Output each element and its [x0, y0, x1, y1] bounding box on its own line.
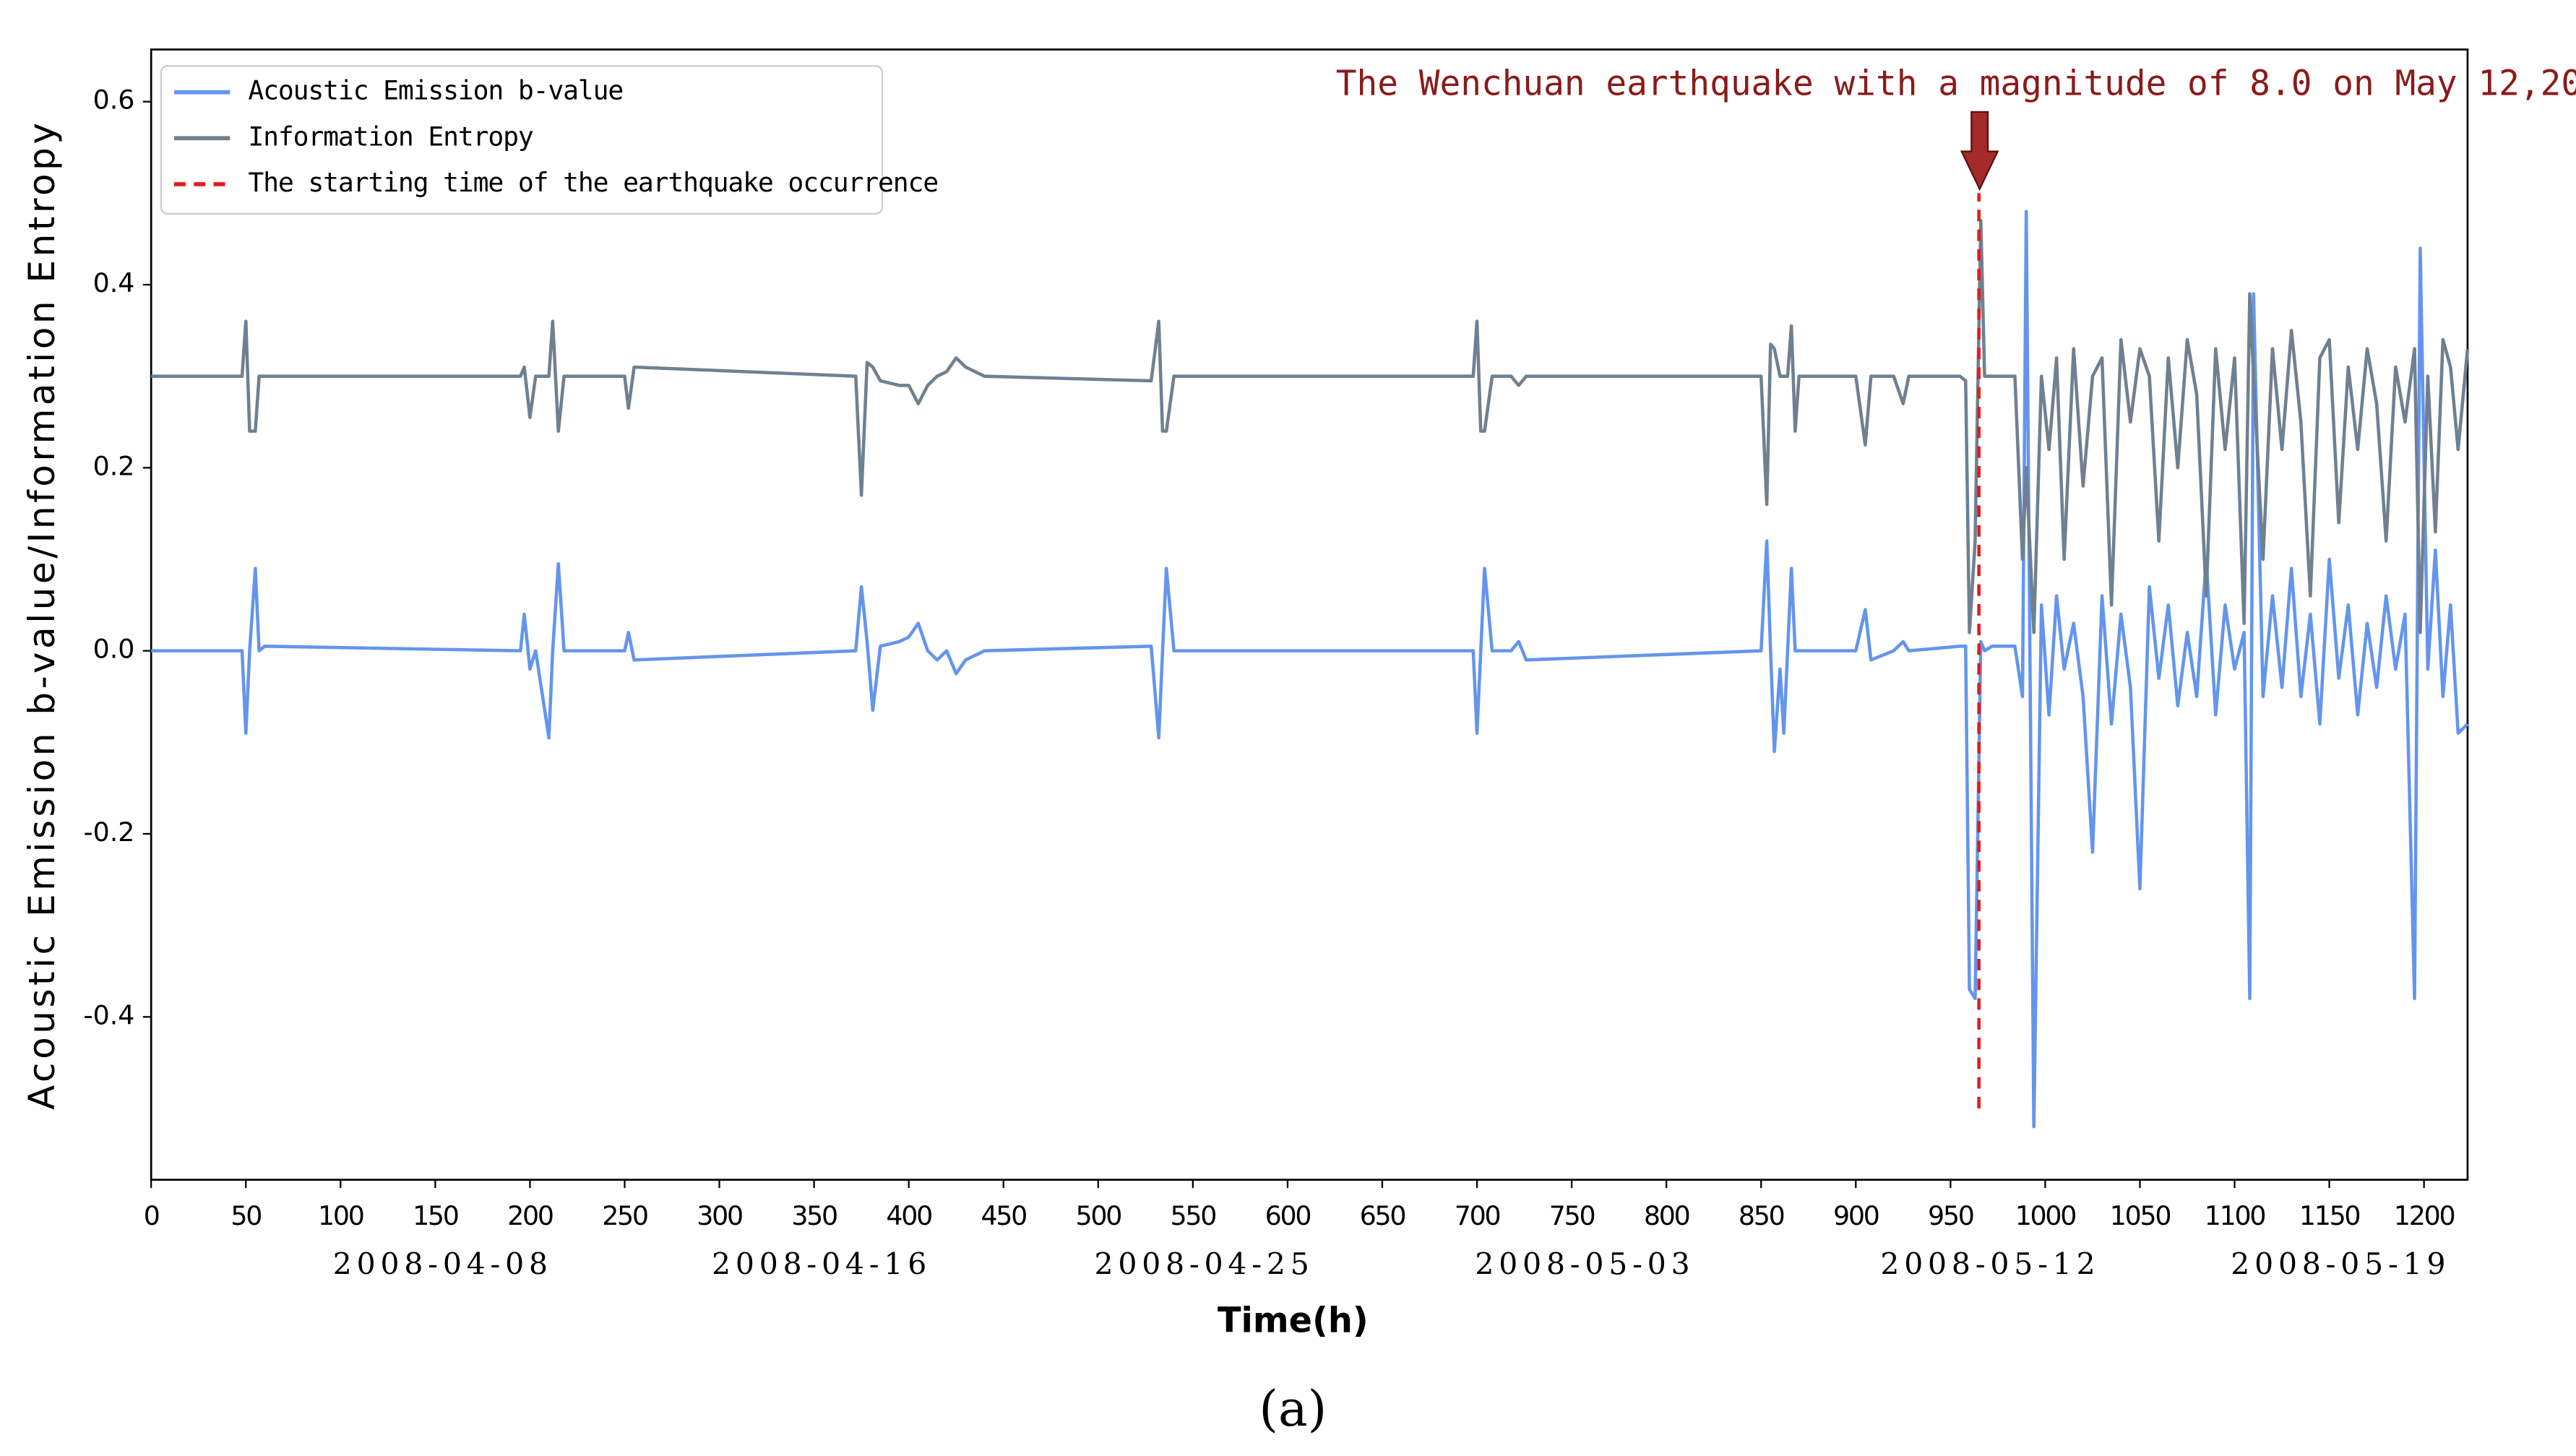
y-tick-label: 0.0 — [93, 634, 135, 665]
x-tick-label: 700 — [1455, 1200, 1500, 1231]
date-label: 2008-04-16 — [712, 1247, 931, 1282]
x-tick-label: 450 — [981, 1200, 1026, 1231]
legend-label: Information Entropy — [248, 121, 533, 152]
series-line — [151, 210, 2469, 1129]
date-label: 2008-05-12 — [1880, 1247, 2100, 1282]
y-axis-label: Acoustic Emission b-value/Information En… — [21, 119, 63, 1109]
plot-frame — [150, 48, 2469, 1181]
x-tick-label: 800 — [1644, 1200, 1689, 1231]
series-line — [151, 219, 2470, 634]
x-tick-label: 100 — [318, 1200, 363, 1231]
x-tick-label: 150 — [413, 1200, 458, 1231]
caption: (a) — [1259, 1381, 1327, 1438]
x-tick-label: 500 — [1075, 1200, 1121, 1231]
legend — [160, 65, 884, 215]
legend-label: Acoustic Emission b-value — [248, 75, 623, 106]
x-tick-label: 1000 — [2015, 1200, 2076, 1231]
x-tick-label: 650 — [1360, 1200, 1405, 1231]
date-label: 2008-04-25 — [1095, 1247, 1314, 1282]
x-tick-label: 750 — [1549, 1200, 1595, 1231]
y-tick-label: -0.4 — [83, 999, 134, 1030]
x-tick-label: 0 — [144, 1200, 159, 1231]
x-tick-label: 1200 — [2394, 1200, 2455, 1231]
x-tick-label: 1050 — [2110, 1200, 2171, 1231]
date-label: 2008-05-19 — [2231, 1247, 2450, 1282]
y-tick-label: -0.2 — [83, 817, 134, 848]
y-tick-label: 0.2 — [93, 450, 135, 481]
x-tick-label: 300 — [697, 1200, 742, 1231]
x-tick-label: 200 — [507, 1200, 553, 1231]
x-tick-label: 550 — [1171, 1200, 1216, 1231]
x-tick-label: 350 — [791, 1200, 837, 1231]
date-label: 2008-04-08 — [333, 1247, 553, 1282]
x-tick-label: 1150 — [2299, 1200, 2360, 1231]
date-label: 2008-05-03 — [1475, 1247, 1694, 1282]
x-tick-label: 950 — [1928, 1200, 1973, 1231]
x-tick-label: 400 — [886, 1200, 931, 1231]
x-tick-label: 1100 — [2205, 1200, 2265, 1231]
x-tick-label: 50 — [231, 1200, 261, 1231]
x-tick-label: 600 — [1265, 1200, 1311, 1231]
y-tick-label: 0.6 — [93, 85, 135, 116]
annotation: The Wenchuan earthquake with a magnitude… — [1336, 64, 2576, 104]
x-tick-label: 250 — [602, 1200, 647, 1231]
arrow — [1960, 111, 1999, 191]
x-tick-label: 850 — [1739, 1200, 1784, 1231]
y-tick-label: 0.4 — [93, 267, 135, 298]
x-tick-label: 900 — [1833, 1200, 1879, 1231]
x-axis-label: Time(h) — [1218, 1301, 1369, 1341]
legend-label: The starting time of the earthquake occu… — [248, 167, 938, 198]
